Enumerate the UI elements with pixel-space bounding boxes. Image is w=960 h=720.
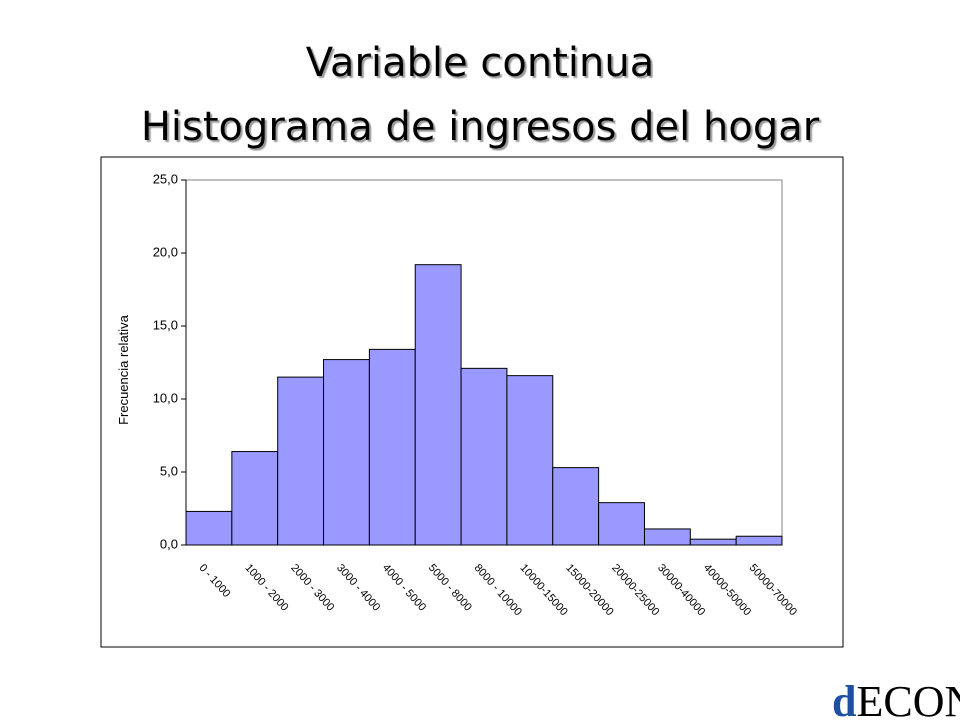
- bar: [689, 538, 737, 546]
- y-tick-label: 25,0: [153, 171, 178, 186]
- logo-part: ECON: [856, 677, 960, 720]
- y-tick-label: 0,0: [160, 536, 178, 551]
- logo: dECON: [832, 677, 960, 720]
- bar: [414, 264, 462, 546]
- y-tick-label: 20,0: [153, 244, 178, 259]
- logo-part: d: [832, 677, 856, 720]
- y-tick-label: 15,0: [153, 317, 178, 332]
- y-tick-label: 10,0: [153, 390, 178, 405]
- y-axis-label: Frecuencia relativa: [116, 314, 131, 425]
- bar: [277, 376, 325, 546]
- bar: [185, 510, 233, 546]
- bar: [735, 535, 783, 546]
- bar: [506, 375, 554, 546]
- bar: [323, 359, 370, 546]
- bar: [552, 467, 600, 546]
- bar: [598, 502, 645, 546]
- bar: [231, 451, 279, 546]
- y-tick-label: 5,0: [160, 463, 178, 478]
- bar: [368, 348, 416, 546]
- bar: [643, 528, 691, 546]
- title-line: Histograma de ingresos del hogar: [141, 104, 820, 150]
- title-line: Variable continua: [306, 40, 655, 86]
- bar: [460, 367, 508, 546]
